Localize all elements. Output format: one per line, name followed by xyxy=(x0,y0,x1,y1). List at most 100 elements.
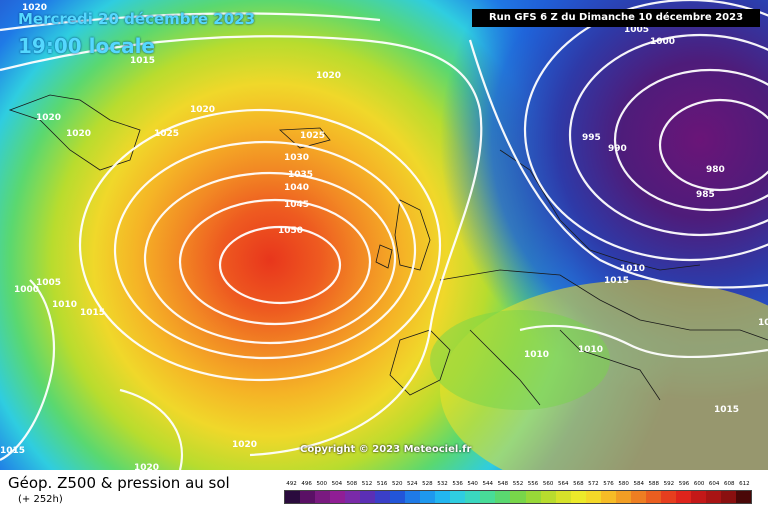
legend-value: 568 xyxy=(573,481,584,487)
legend-value: 508 xyxy=(346,481,358,487)
legend-value: 588 xyxy=(648,481,660,487)
legend-value: 528 xyxy=(422,481,433,487)
legend-value: 516 xyxy=(376,481,388,487)
legend-swatch xyxy=(600,491,616,503)
isobar-label: 1015 xyxy=(0,446,25,456)
legend-swatch xyxy=(525,491,541,503)
isobar-label: 1000 xyxy=(14,285,39,295)
legend-swatch xyxy=(465,491,481,503)
legend-value: 612 xyxy=(739,481,750,487)
legend-swatch xyxy=(555,491,571,503)
copyright-text: Copyright © 2023 Meteociel.fr xyxy=(300,444,472,455)
legend-swatch xyxy=(540,491,556,503)
legend-value: 580 xyxy=(618,481,629,487)
isobar-label: 1045 xyxy=(284,200,309,210)
legend-swatch xyxy=(690,491,706,503)
isobar-label: 990 xyxy=(608,144,627,154)
legend-swatch xyxy=(705,491,721,503)
run-banner: Run GFS 6 Z du Dimanche 10 décembre 2023 xyxy=(472,9,760,27)
legend-swatch xyxy=(300,491,316,503)
legend-value: 496 xyxy=(301,481,312,487)
legend-value: 520 xyxy=(391,481,403,487)
legend-value: 536 xyxy=(452,481,463,487)
legend-swatch xyxy=(615,491,631,503)
legend-value: 552 xyxy=(512,481,524,487)
isobar-label: 1025 xyxy=(300,131,325,141)
legend-swatch xyxy=(480,491,496,503)
isobar-label: 985 xyxy=(696,190,715,200)
legend-value: 572 xyxy=(588,481,599,487)
legend-value: 492 xyxy=(286,481,297,487)
isobar-label: 980 xyxy=(706,165,725,175)
isobar-label: 1020 xyxy=(134,463,159,470)
isobars xyxy=(0,0,768,470)
legend-value: 600 xyxy=(693,481,705,487)
legend-value: 524 xyxy=(407,481,418,487)
legend-swatch xyxy=(330,491,346,503)
legend-value: 504 xyxy=(331,481,343,487)
legend-value: 596 xyxy=(678,481,690,487)
legend-value: 560 xyxy=(542,481,554,487)
isobar-label: 1015 xyxy=(80,308,105,318)
legend-value: 556 xyxy=(527,481,539,487)
forecast-time: 19:00 locale xyxy=(18,34,155,58)
isobar-label: 1010 xyxy=(620,264,645,274)
isobar-label: 1020 xyxy=(36,113,61,123)
legend-value: 564 xyxy=(557,481,569,487)
legend-value: 500 xyxy=(316,481,327,487)
legend-value: 540 xyxy=(467,481,478,487)
legend-swatch xyxy=(315,491,331,503)
legend-swatch xyxy=(720,491,736,503)
isobar-label: 1030 xyxy=(284,153,309,163)
isobar-label: 1035 xyxy=(288,170,313,180)
legend-swatch xyxy=(285,491,301,503)
legend-swatch xyxy=(585,491,601,503)
legend-value: 592 xyxy=(663,481,675,487)
legend-value: 544 xyxy=(482,481,494,487)
chart-subtitle: (+ 252h) xyxy=(18,494,63,505)
isobar-label: 1010 xyxy=(52,300,77,310)
legend-value: 512 xyxy=(361,481,373,487)
legend-swatch xyxy=(735,491,751,503)
legend-value: 584 xyxy=(633,481,644,487)
legend-labels: 492 496 500 504 508 512 516 520 524 528 532 536 540 5… xyxy=(284,478,752,490)
isobar-label: 1015 xyxy=(130,56,155,66)
legend-value: 532 xyxy=(437,481,448,487)
legend-swatch xyxy=(510,491,526,503)
legend-bar: Géop. Z500 & pression au sol (+ 252h) 49… xyxy=(0,470,768,512)
isobar-label: 1020 xyxy=(66,129,91,139)
isobar-label: 1010 xyxy=(524,350,549,360)
map-canvas: 1020 1015 1020 1020 1020 1020 1025 1025 … xyxy=(0,0,768,470)
legend-swatch xyxy=(675,491,691,503)
legend-swatch xyxy=(390,491,406,503)
isobar-label: 1005 xyxy=(36,278,61,288)
legend-swatch xyxy=(345,491,361,503)
isobar-label: 1020 xyxy=(232,440,257,450)
legend-swatch xyxy=(375,491,391,503)
isobar-label: 995 xyxy=(582,133,601,143)
isobar-label: 1000 xyxy=(650,37,675,47)
isobar-label: 1020 xyxy=(190,105,215,115)
isobar-label-group: 1020 1015 1020 1020 1020 1020 1025 1025 … xyxy=(0,3,768,470)
isobar-label: 1020 xyxy=(22,3,47,13)
color-legend: 492 496 500 504 508 512 516 520 524 528 532 536 540 5… xyxy=(284,478,752,506)
isobar-label: 1015 xyxy=(604,276,629,286)
isobar-label: 1050 xyxy=(278,226,303,236)
weather-map: 1020 1015 1020 1020 1020 1020 1025 1025 … xyxy=(0,0,768,470)
legend-swatches xyxy=(284,490,752,504)
legend-swatch xyxy=(660,491,676,503)
isobar-label: 1015 xyxy=(758,318,768,328)
isobar-label: 1015 xyxy=(714,405,739,415)
legend-swatch xyxy=(405,491,421,503)
legend-swatch xyxy=(450,491,466,503)
legend-value: 548 xyxy=(497,481,509,487)
legend-swatch xyxy=(420,491,436,503)
legend-swatch xyxy=(645,491,661,503)
isobar-label: 1005 xyxy=(624,25,649,35)
isobar-label: 1025 xyxy=(154,129,179,139)
isobar-label: 1010 xyxy=(578,345,603,355)
isobar-label: 1040 xyxy=(284,183,309,193)
legend-value: 608 xyxy=(724,481,735,487)
legend-swatch xyxy=(435,491,451,503)
legend-swatch xyxy=(570,491,586,503)
